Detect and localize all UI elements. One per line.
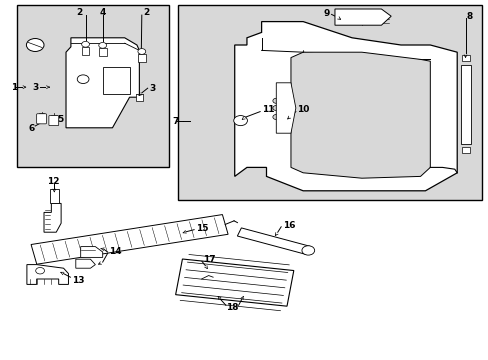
FancyBboxPatch shape [49, 116, 59, 126]
Text: 5: 5 [58, 115, 64, 124]
Bar [138, 54, 145, 62]
Circle shape [36, 267, 44, 274]
Text: 14: 14 [108, 247, 121, 256]
Text: 12: 12 [46, 177, 59, 186]
Text: 10: 10 [297, 105, 309, 114]
Circle shape [77, 75, 89, 84]
FancyBboxPatch shape [37, 114, 46, 124]
Circle shape [99, 42, 106, 48]
Text: 3: 3 [32, 83, 38, 92]
Circle shape [81, 41, 89, 47]
Polygon shape [66, 38, 139, 128]
Polygon shape [76, 259, 95, 268]
Bar [50, 189, 59, 203]
Polygon shape [81, 247, 102, 257]
Text: 2: 2 [77, 8, 82, 17]
Circle shape [272, 114, 279, 120]
Circle shape [138, 49, 145, 54]
Polygon shape [237, 228, 310, 255]
Polygon shape [290, 52, 429, 178]
Text: 3: 3 [149, 84, 155, 93]
Bar [17, 5, 168, 167]
Bar [460, 65, 470, 144]
Bar [461, 147, 469, 153]
Polygon shape [44, 203, 61, 232]
Text: 1: 1 [11, 83, 17, 92]
Bar [102, 67, 129, 94]
Bar [81, 47, 89, 55]
Polygon shape [31, 215, 227, 264]
Circle shape [26, 39, 44, 51]
Text: 13: 13 [72, 276, 85, 284]
Text: 16: 16 [282, 220, 295, 230]
Text: 9: 9 [323, 9, 329, 18]
Text: 15: 15 [195, 224, 208, 233]
Bar [461, 55, 469, 61]
Polygon shape [175, 259, 293, 306]
Text: 11: 11 [261, 105, 274, 114]
Text: 8: 8 [466, 12, 472, 21]
Circle shape [272, 105, 279, 111]
Circle shape [301, 246, 314, 255]
Text: 6: 6 [29, 124, 35, 133]
Text: 4: 4 [99, 8, 106, 17]
Bar [136, 94, 142, 101]
Bar [178, 5, 481, 200]
Circle shape [272, 98, 279, 103]
Polygon shape [276, 83, 295, 133]
Bar [99, 48, 106, 56]
Text: 18: 18 [225, 303, 238, 312]
Text: 7: 7 [172, 117, 178, 126]
Text: 17: 17 [203, 256, 215, 264]
Polygon shape [27, 265, 68, 284]
Circle shape [233, 116, 247, 126]
Polygon shape [334, 9, 390, 25]
Polygon shape [234, 22, 456, 191]
Text: 2: 2 [143, 8, 149, 17]
